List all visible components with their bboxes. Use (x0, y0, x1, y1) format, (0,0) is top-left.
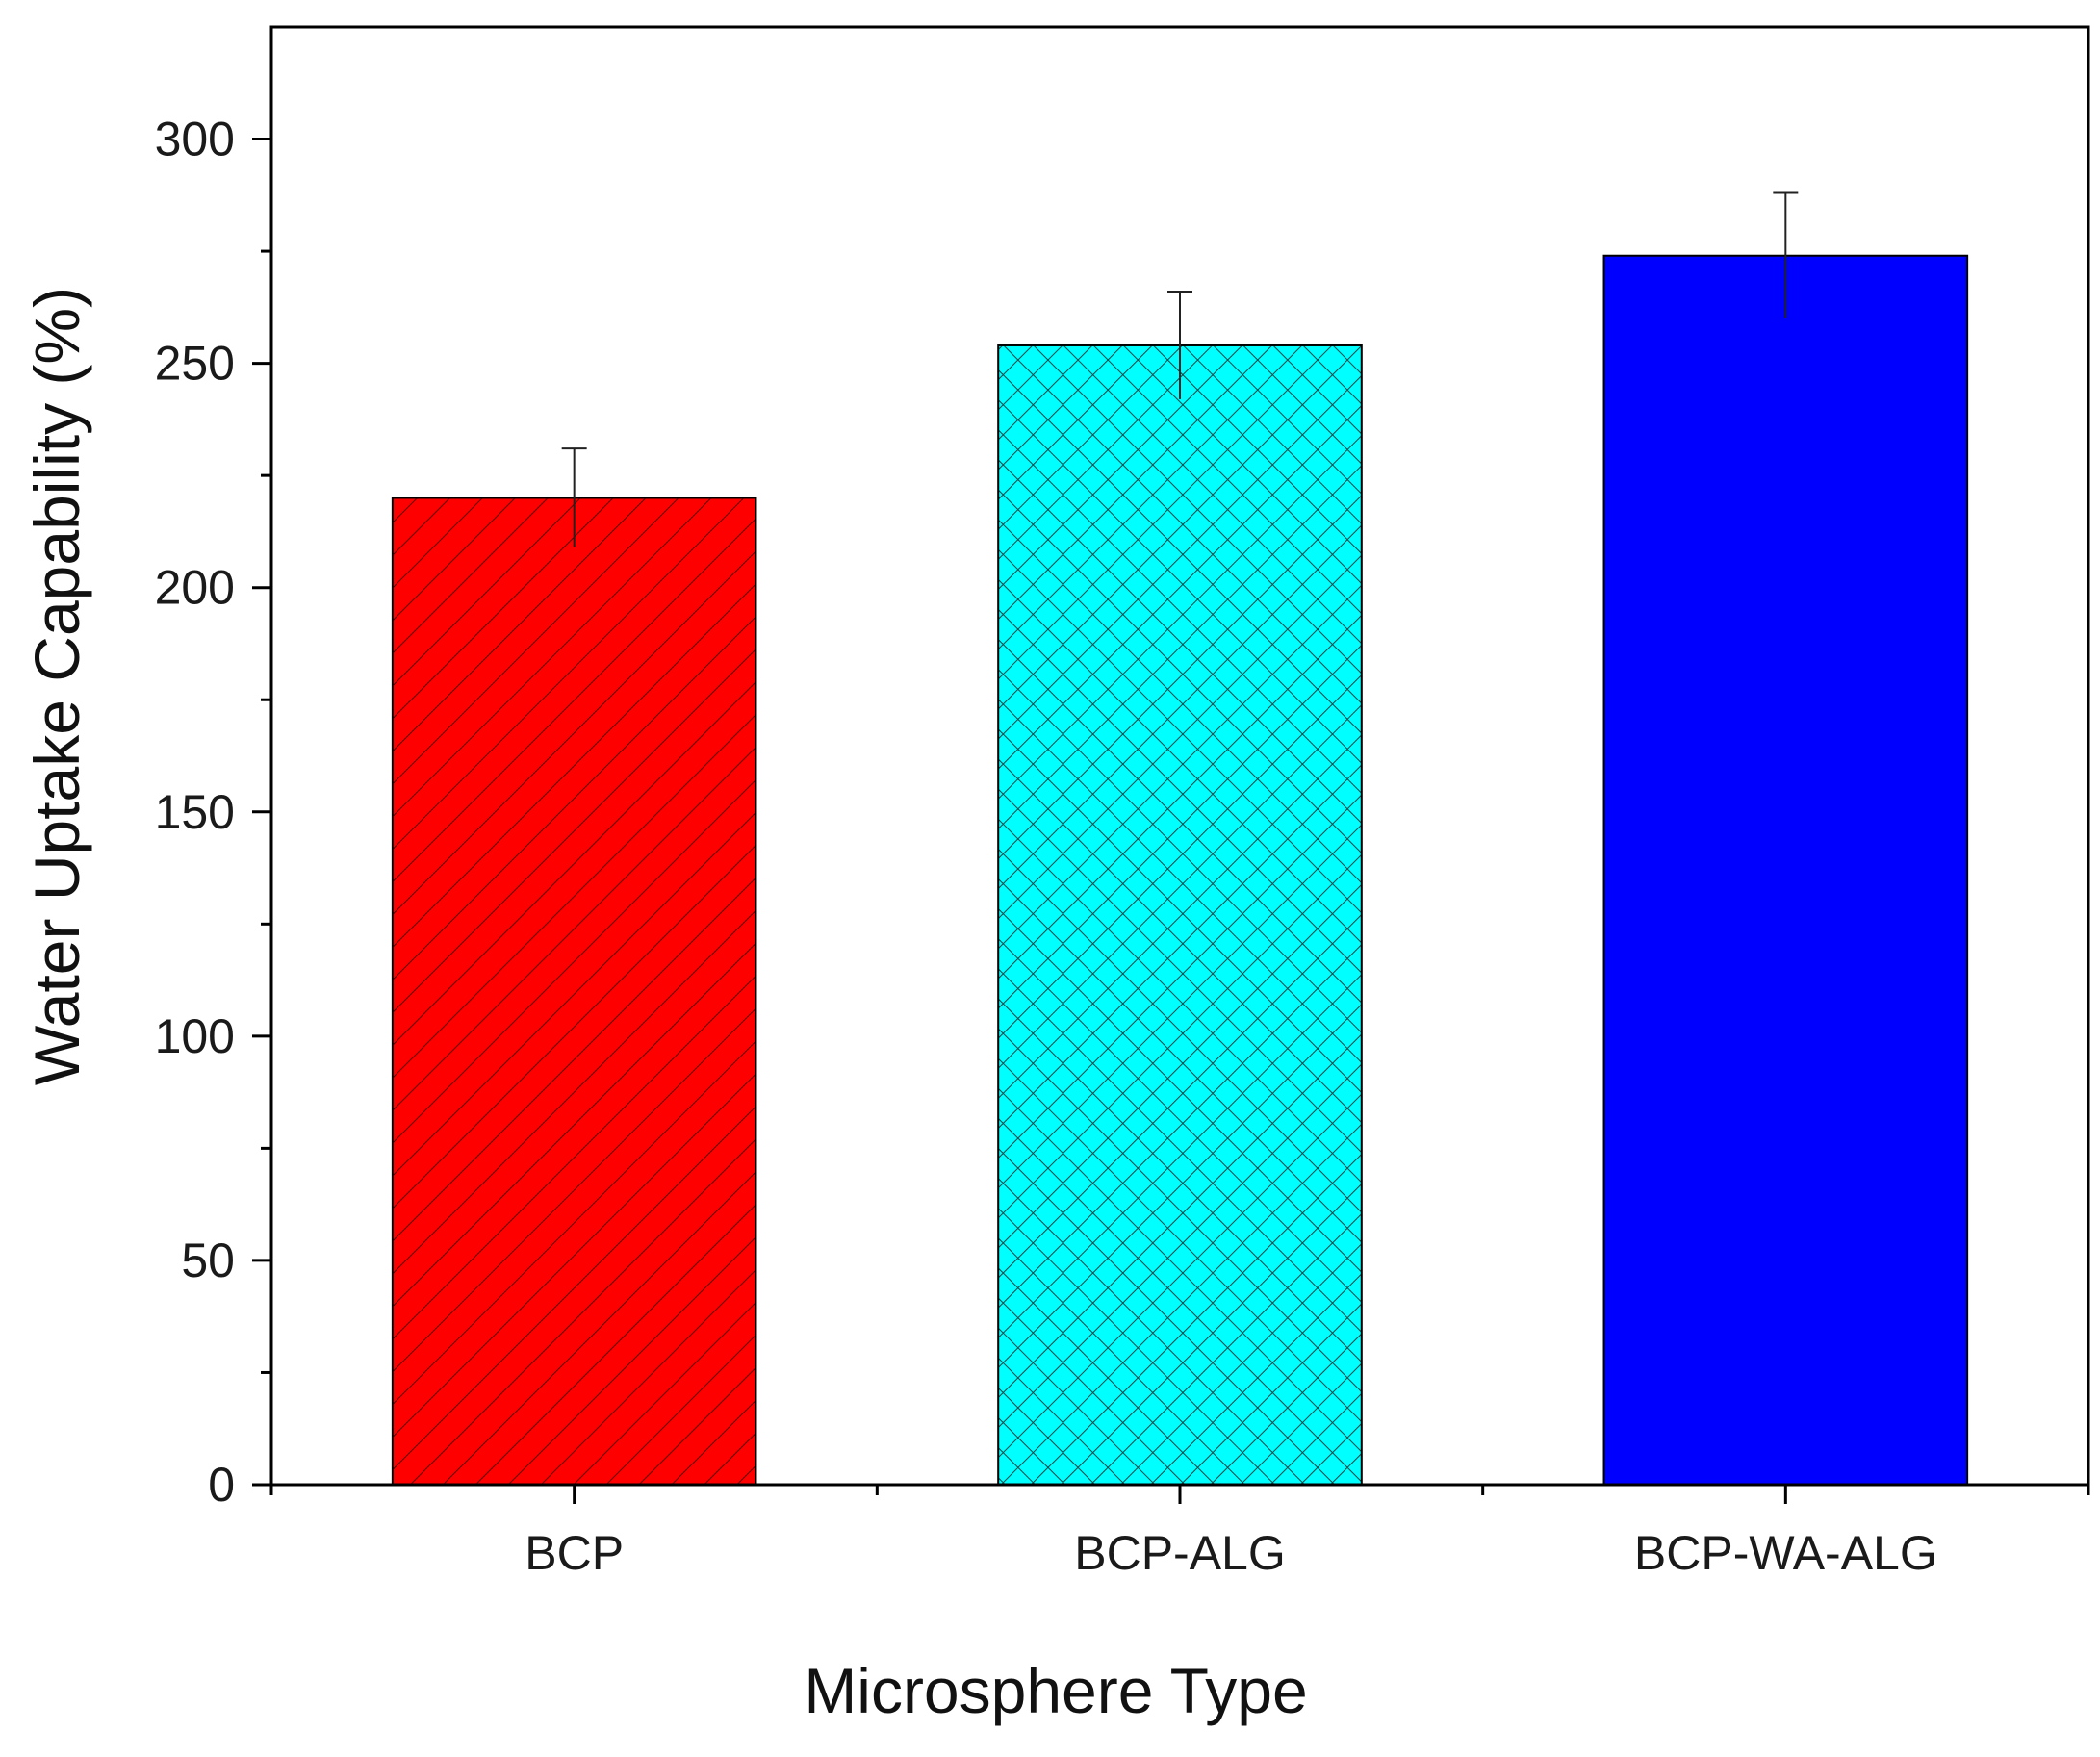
y-tick-label: 250 (155, 337, 235, 391)
y-tick-label: 100 (155, 1009, 235, 1063)
error-bar-bcp-wa-alg (1773, 191, 1799, 318)
bars-layer (391, 254, 1969, 1487)
x-axis-title: Microsphere Type (804, 1655, 1307, 1726)
y-tick-label: 300 (155, 113, 235, 166)
bar-bcp (391, 497, 757, 1486)
y-axis: 0 50 100 150 200 250 300 (155, 113, 271, 1512)
x-tick-label: BCP-WA-ALG (1634, 1526, 1937, 1580)
y-tick-label: 0 (208, 1458, 235, 1512)
x-axis: BCP BCP-ALG BCP-WA-ALG (269, 1485, 2090, 1580)
error-bars-layer (561, 191, 1799, 547)
error-bar-bcp-alg (1167, 291, 1192, 399)
x-tick-label: BCP (525, 1526, 624, 1580)
y-tick-label: 50 (181, 1234, 235, 1287)
error-bar-bcp (561, 447, 587, 547)
y-tick-label: 200 (155, 561, 235, 615)
y-axis-title: Water Uptake Capability (%) (21, 287, 92, 1085)
bar-bcp-alg (997, 344, 1363, 1486)
x-tick-label: BCP-ALG (1074, 1526, 1286, 1580)
bar-bcp-wa-alg (1602, 254, 1969, 1487)
y-tick-label: 150 (155, 785, 235, 839)
